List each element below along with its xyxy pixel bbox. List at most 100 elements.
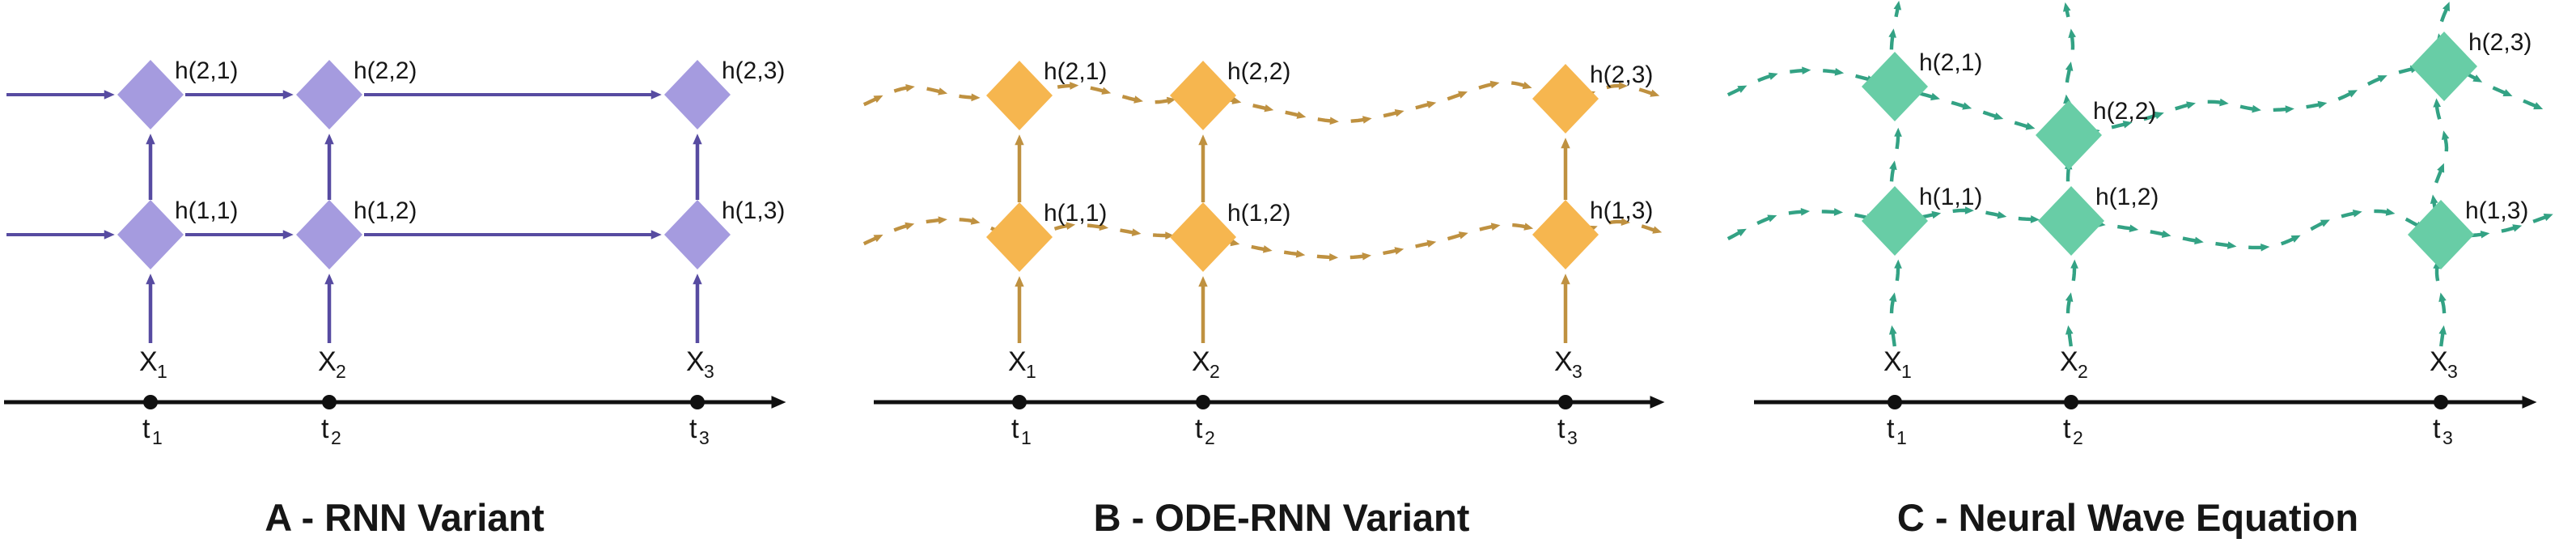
flow-dash: [1893, 0, 1902, 18]
tick-label-subscript: 1: [152, 427, 163, 448]
flow-dash: [2438, 292, 2447, 314]
panel-ode-rnn-variant: h(2,1) h(2,2) h(2,3)h(1,1) h(1,2) h(1,3)X 1t 1…: [862, 58, 1665, 448]
tick-label: t: [1195, 413, 1203, 444]
flow-dash: [2492, 86, 2513, 96]
node-label: h(2,1): [175, 57, 238, 84]
node-label: h(1,1): [1044, 200, 1107, 227]
panel-c-title: C - Neural Wave Equation: [1897, 496, 2358, 539]
node-label: h(1,3): [1590, 197, 1653, 224]
flow-dash: [2434, 163, 2445, 184]
flow-dash: [2439, 2, 2450, 23]
flow-dash: [2374, 208, 2396, 216]
flow-dash: [2433, 259, 2441, 282]
timeline-dot: [1196, 395, 1210, 409]
node-label: h(1,3): [722, 197, 785, 224]
tick-label: t: [321, 413, 329, 444]
wavy-flow-top-row: [862, 80, 1660, 125]
tick-label: t: [1011, 413, 1019, 444]
timeline-dot: [2434, 395, 2448, 409]
flow-dash: [1888, 325, 1897, 347]
flow-dash: [1788, 207, 1811, 216]
state-node-h21: [986, 61, 1053, 130]
state-node-h12: [1170, 202, 1236, 272]
tick-label: t: [1887, 413, 1895, 444]
flow-dash: [1349, 252, 1371, 261]
panel-b-title: B - ODE-RNN Variant: [1094, 496, 1470, 539]
timeline-dot: [143, 395, 158, 409]
flow-dash: [2501, 224, 2523, 233]
input-label: X: [318, 346, 337, 377]
panel-a-title: A - RNN Variant: [265, 496, 544, 539]
node-label: h(1,2): [354, 197, 417, 224]
flow-dash: [1317, 117, 1339, 125]
flow-dash: [2062, 2, 2071, 18]
flow-dash: [959, 93, 981, 102]
input-label-subscript: 2: [1210, 361, 1220, 382]
flow-dash: [1383, 247, 1405, 256]
flow-dash: [2433, 98, 2442, 120]
flow-dash: [2207, 98, 2229, 107]
flow-dash: [2398, 65, 2420, 74]
timeline-dot: [322, 395, 337, 409]
flow-dash: [1951, 100, 1972, 110]
flow-dash: [1120, 228, 1142, 236]
flow-dash: [2175, 101, 2196, 111]
flow-dash: [1608, 218, 1631, 226]
flow-dash: [893, 83, 915, 93]
input-label: X: [2060, 346, 2078, 377]
flow-dash: [2310, 219, 2330, 231]
flow-dash: [1053, 222, 1076, 231]
flow-dash: [2018, 215, 2040, 223]
input-label-subscript: 1: [1026, 361, 1036, 382]
state-node-h11: [986, 202, 1053, 272]
flow-dash: [1251, 244, 1273, 253]
flow-dash: [2532, 214, 2553, 223]
state-node-h21: [117, 60, 184, 129]
flow-dash: [1727, 85, 1748, 97]
flow-dash: [2111, 121, 2133, 129]
flow-dash: [1350, 116, 1372, 124]
flow-dash: [1821, 208, 1844, 216]
state-node-h22: [296, 60, 362, 129]
node-label: h(1,1): [175, 197, 238, 224]
flow-dash: [893, 222, 915, 232]
flow-dash: [2215, 241, 2237, 249]
flow-dash: [862, 95, 883, 107]
flow-dash: [1894, 127, 1902, 150]
panel-neural-wave-equation: h(2,1)h(2,2)h(2,3)h(1,1) h(1,2)h(1,3)X 1t 1…: [1727, 0, 2553, 448]
node-label: h(2,1): [1044, 58, 1107, 85]
node-label: h(2,2): [2093, 98, 2156, 125]
tick-label-subscript: 1: [1021, 427, 1032, 448]
flow-dash: [926, 87, 948, 95]
flow-dash: [1823, 68, 1845, 76]
timeline-dot: [690, 395, 705, 409]
flow-dash: [2065, 292, 2074, 314]
timeline-dot: [1012, 395, 1027, 409]
flow-dash: [2182, 236, 2204, 245]
state-node-h11: [1862, 186, 1928, 256]
flow-dash: [2117, 224, 2139, 233]
flow-dash: [1415, 240, 1437, 248]
tick-label-subscript: 2: [2073, 427, 2083, 448]
flow-dash: [1982, 110, 2004, 121]
flow-dash: [1383, 108, 1405, 118]
flow-dash: [1888, 292, 1897, 314]
flow-dash: [2306, 100, 2328, 109]
tick-label: t: [142, 413, 150, 444]
flow-dash: [1855, 74, 1876, 83]
state-node-h23: [664, 60, 731, 129]
tick-label-subscript: 3: [699, 427, 710, 448]
flow-dash: [1090, 86, 1112, 95]
flow-dash: [959, 217, 981, 225]
flow-dash: [1252, 104, 1274, 112]
flow-dash: [1155, 96, 1176, 105]
flow-dash: [1606, 82, 1628, 90]
flow-dash: [1638, 87, 1660, 97]
flow-dash: [926, 216, 947, 224]
flow-dash: [2143, 112, 2164, 121]
tick-label-subscript: 2: [1205, 427, 1215, 448]
flow-dash: [1641, 224, 1663, 234]
state-node-h23: [1532, 64, 1599, 134]
tick-label-subscript: 3: [2443, 427, 2453, 448]
